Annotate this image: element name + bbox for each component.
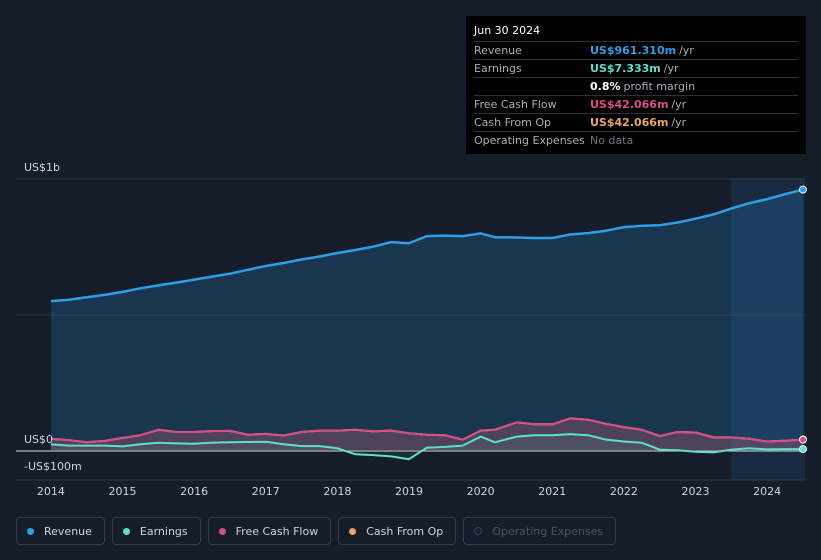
- tooltip-label: Earnings: [474, 62, 522, 75]
- legend-revenue[interactable]: Revenue: [16, 517, 105, 545]
- revenue-area: [50, 189, 803, 451]
- x-tick-label: 2020: [467, 485, 495, 498]
- tooltip-value: US$7.333m: [590, 62, 661, 75]
- legend-earnings[interactable]: Earnings: [111, 517, 201, 545]
- tooltip-unit: /yr: [663, 62, 679, 75]
- legend-free-cash-flow[interactable]: Free Cash Flow: [207, 517, 332, 545]
- legend-label: Earnings: [139, 524, 188, 538]
- tooltip-row: Cash From Op US$42.066m/yr: [474, 113, 798, 131]
- x-tick-label: 2016: [180, 485, 208, 498]
- earnings-endpoint: [799, 445, 807, 454]
- tooltip-value: 0.8%: [590, 80, 621, 93]
- legend-dot-icon: [474, 527, 483, 535]
- tooltip-unit: /yr: [671, 98, 687, 111]
- revenue-line: [50, 188, 804, 303]
- series-endpoints: [799, 185, 807, 454]
- free-cash-flow-endpoint: [799, 435, 807, 444]
- earnings-area: [50, 434, 803, 460]
- tooltip-label: Operating Expenses: [474, 134, 585, 147]
- y-axis: US$1b US$0 -US$100m: [24, 161, 82, 473]
- x-tick-label: 2017: [252, 485, 280, 498]
- tooltip-label: Free Cash Flow: [474, 98, 557, 111]
- tooltip-label: Cash From Op: [474, 116, 552, 129]
- tooltip-row: Free Cash Flow US$42.066m/yr: [474, 95, 798, 113]
- tooltip-unit: /yr: [671, 116, 687, 129]
- y-tick-label: US$1b: [24, 161, 60, 174]
- earnings-line: [50, 433, 803, 461]
- series-areas: [50, 189, 803, 460]
- tooltip-date: Jun 30 2024: [474, 24, 541, 37]
- legend-label: Cash From Op: [366, 524, 444, 538]
- x-tick-label: 2014: [37, 485, 65, 498]
- tooltip-row: Earnings US$7.333m/yr: [474, 59, 798, 77]
- legend-operating-expenses[interactable]: Operating Expenses: [463, 517, 617, 545]
- tooltip-row: 0.8% profit margin: [474, 77, 798, 95]
- forecast-region: [731, 178, 805, 480]
- legend-label: Free Cash Flow: [235, 524, 319, 538]
- legend-dot-icon: [122, 527, 130, 535]
- y-tick-label: US$0: [24, 433, 53, 446]
- legend-label: Revenue: [44, 524, 92, 538]
- tooltip-label: Revenue: [474, 44, 522, 57]
- x-tick-label: 2018: [323, 485, 351, 498]
- tooltip: Jun 30 2024 Revenue US$961.310m/yr Earning…: [466, 16, 806, 154]
- legend-dot-icon: [218, 527, 226, 535]
- legend: Revenue Earnings Free Cash Flow Cash From O…: [16, 517, 617, 545]
- tooltip-value: No data: [590, 134, 634, 147]
- x-tick-label: 2022: [610, 485, 638, 498]
- legend-dot-icon: [349, 527, 357, 535]
- tooltip-value: US$42.066m: [590, 116, 669, 129]
- x-tick-label: 2015: [108, 485, 136, 498]
- x-tick-label: 2024: [753, 485, 781, 498]
- tooltip-unit: profit margin: [623, 80, 696, 93]
- x-tick-label: 2023: [682, 485, 710, 498]
- revenue-endpoint: [799, 185, 807, 194]
- tooltip-rows: Revenue US$961.310m/yr Earnings US$7.333m/y…: [474, 41, 798, 149]
- tooltip-row: Operating Expenses No data: [474, 131, 798, 149]
- x-axis: 2014 2015 2016 2017 2018 2019 2020 2021 2022 2023…: [37, 485, 781, 498]
- tooltip-value: US$42.066m: [590, 98, 669, 111]
- tooltip-unit: /yr: [679, 44, 694, 57]
- x-tick-label: 2021: [538, 485, 566, 498]
- tooltip-row: Revenue US$961.310m/yr: [474, 41, 798, 59]
- legend-label: Operating Expenses: [492, 524, 604, 538]
- x-tick-label: 2019: [395, 485, 423, 498]
- legend-cash-from-op[interactable]: Cash From Op: [338, 517, 457, 545]
- y-tick-label: -US$100m: [24, 460, 82, 473]
- tooltip-value: US$961.310m: [590, 44, 677, 57]
- series-lines: [50, 188, 804, 461]
- free-cash-flow-line: [50, 417, 804, 444]
- legend-dot-icon: [27, 527, 34, 535]
